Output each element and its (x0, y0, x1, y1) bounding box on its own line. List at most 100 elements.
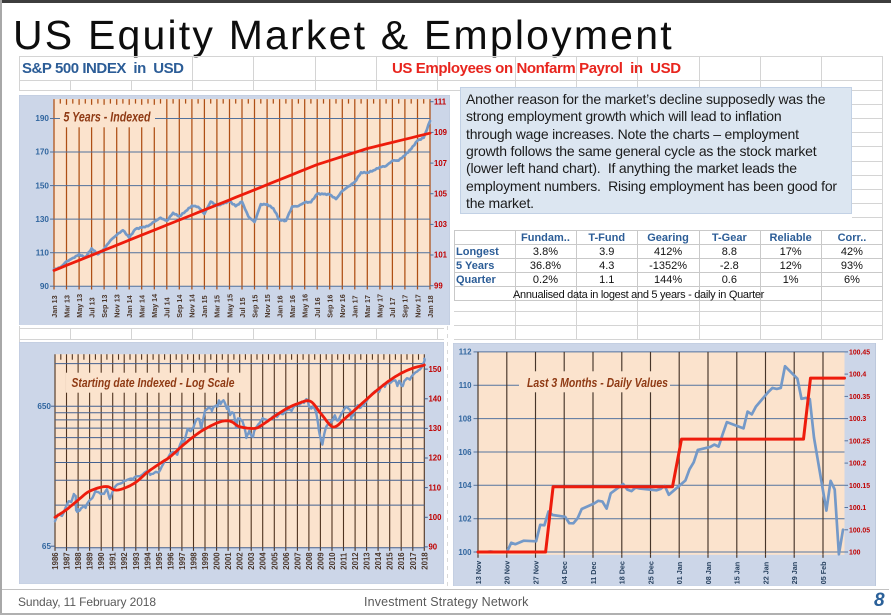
svg-text:107: 107 (434, 158, 447, 167)
svg-text:Starting date Indexed - Log Sc: Starting date Indexed - Log Scale (72, 375, 235, 390)
svg-text:100.25: 100.25 (849, 438, 870, 445)
svg-text:13 Nov: 13 Nov (474, 560, 483, 584)
svg-text:2009: 2009 (316, 552, 325, 570)
svg-text:104: 104 (458, 481, 472, 490)
svg-text:1996: 1996 (166, 552, 175, 570)
svg-text:106: 106 (458, 447, 472, 456)
svg-text:11 Dec: 11 Dec (589, 561, 598, 584)
svg-text:May 17: May 17 (376, 294, 385, 318)
svg-text:Mar 17: Mar 17 (363, 295, 372, 318)
svg-text:Jul 15: Jul 15 (238, 297, 247, 317)
svg-text:2004: 2004 (259, 552, 268, 570)
svg-text:Nov 17: Nov 17 (413, 294, 422, 318)
svg-text:29 Jan: 29 Jan (790, 562, 799, 584)
svg-text:Jul 14: Jul 14 (163, 297, 172, 317)
svg-text:2016: 2016 (397, 552, 406, 570)
svg-text:2005: 2005 (270, 552, 279, 570)
svg-text:112: 112 (459, 347, 472, 356)
svg-text:15 Jan: 15 Jan (732, 562, 741, 584)
svg-text:2013: 2013 (363, 552, 372, 570)
svg-text:2008: 2008 (305, 552, 314, 570)
svg-text:27 Nov: 27 Nov (531, 560, 540, 584)
svg-text:110: 110 (428, 483, 441, 492)
svg-text:Mar 13: Mar 13 (62, 295, 71, 318)
svg-text:65: 65 (42, 542, 52, 551)
svg-text:1986: 1986 (51, 552, 60, 570)
svg-text:650: 650 (37, 402, 51, 411)
svg-text:130: 130 (428, 424, 442, 433)
svg-text:Sep 14: Sep 14 (175, 294, 184, 317)
svg-text:2012: 2012 (351, 552, 360, 570)
svg-text:103: 103 (434, 220, 448, 229)
svg-text:109: 109 (434, 128, 448, 137)
svg-text:Jan 13: Jan 13 (50, 295, 59, 317)
svg-text:Mar 16: Mar 16 (288, 295, 297, 318)
svg-text:2003: 2003 (247, 552, 256, 570)
svg-text:100.2: 100.2 (849, 460, 866, 467)
svg-text:Nov 13: Nov 13 (113, 294, 122, 318)
svg-text:2002: 2002 (236, 552, 245, 570)
svg-text:2018: 2018 (420, 552, 429, 570)
svg-text:101: 101 (434, 250, 448, 259)
svg-text:90: 90 (428, 542, 437, 551)
svg-text:May 16: May 16 (300, 294, 309, 318)
svg-text:110: 110 (36, 248, 50, 257)
svg-text:18 Dec: 18 Dec (618, 561, 627, 584)
svg-text:1998: 1998 (190, 552, 199, 570)
svg-text:100.45: 100.45 (849, 349, 870, 356)
svg-text:170: 170 (35, 147, 49, 156)
svg-text:100.15: 100.15 (849, 483, 870, 490)
svg-text:1989: 1989 (86, 552, 95, 570)
svg-text:May 13: May 13 (75, 294, 84, 318)
svg-text:22 Jan: 22 Jan (761, 562, 770, 584)
svg-text:20 Nov: 20 Nov (503, 560, 512, 584)
svg-text:Sep 13: Sep 13 (100, 294, 109, 317)
svg-text:2015: 2015 (386, 552, 395, 570)
svg-text:Mar 15: Mar 15 (213, 295, 222, 318)
svg-text:Jan 14: Jan 14 (125, 295, 134, 317)
svg-text:04 Dec: 04 Dec (560, 561, 569, 584)
svg-text:Jan 16: Jan 16 (275, 295, 284, 317)
svg-text:1991: 1991 (109, 552, 118, 570)
svg-text:1990: 1990 (97, 552, 106, 570)
svg-text:Nov 14: Nov 14 (188, 294, 197, 318)
svg-text:05 Feb: 05 Feb (819, 561, 828, 584)
svg-text:Nov 16: Nov 16 (338, 294, 347, 318)
svg-text:90: 90 (40, 282, 50, 291)
svg-text:1994: 1994 (143, 552, 152, 570)
svg-text:110: 110 (459, 381, 472, 390)
svg-text:1988: 1988 (74, 552, 83, 570)
svg-text:May 14: May 14 (150, 294, 159, 318)
svg-text:Jul 13: Jul 13 (87, 297, 96, 317)
svg-text:1995: 1995 (155, 552, 164, 570)
svg-text:Jan 18: Jan 18 (426, 295, 435, 317)
svg-text:100.35: 100.35 (849, 394, 870, 401)
svg-text:150: 150 (428, 365, 442, 374)
svg-text:150: 150 (35, 181, 49, 190)
svg-text:Sep 15: Sep 15 (250, 294, 259, 317)
svg-text:01 Jan: 01 Jan (675, 562, 684, 584)
svg-text:25 Dec: 25 Dec (646, 561, 655, 584)
svg-text:100: 100 (849, 549, 861, 556)
svg-text:105: 105 (434, 189, 448, 198)
svg-text:108: 108 (458, 414, 472, 423)
svg-text:100: 100 (458, 547, 472, 556)
svg-text:100.05: 100.05 (849, 527, 870, 534)
svg-text:130: 130 (35, 214, 49, 223)
svg-text:1999: 1999 (201, 552, 210, 570)
svg-text:2001: 2001 (224, 552, 233, 570)
svg-text:1987: 1987 (63, 552, 72, 569)
svg-text:99: 99 (434, 281, 443, 290)
svg-text:Nov 15: Nov 15 (263, 294, 272, 318)
svg-text:2010: 2010 (328, 552, 337, 570)
svg-text:Jul 17: Jul 17 (388, 297, 397, 317)
svg-text:2006: 2006 (282, 552, 291, 570)
svg-text:120: 120 (428, 453, 442, 462)
svg-text:111: 111 (434, 97, 447, 106)
svg-text:100.1: 100.1 (849, 505, 866, 512)
svg-text:100.3: 100.3 (849, 416, 866, 423)
svg-text:2017: 2017 (409, 552, 418, 569)
svg-text:2011: 2011 (339, 552, 348, 570)
svg-text:102: 102 (458, 514, 472, 523)
svg-text:Sep 17: Sep 17 (401, 294, 410, 317)
